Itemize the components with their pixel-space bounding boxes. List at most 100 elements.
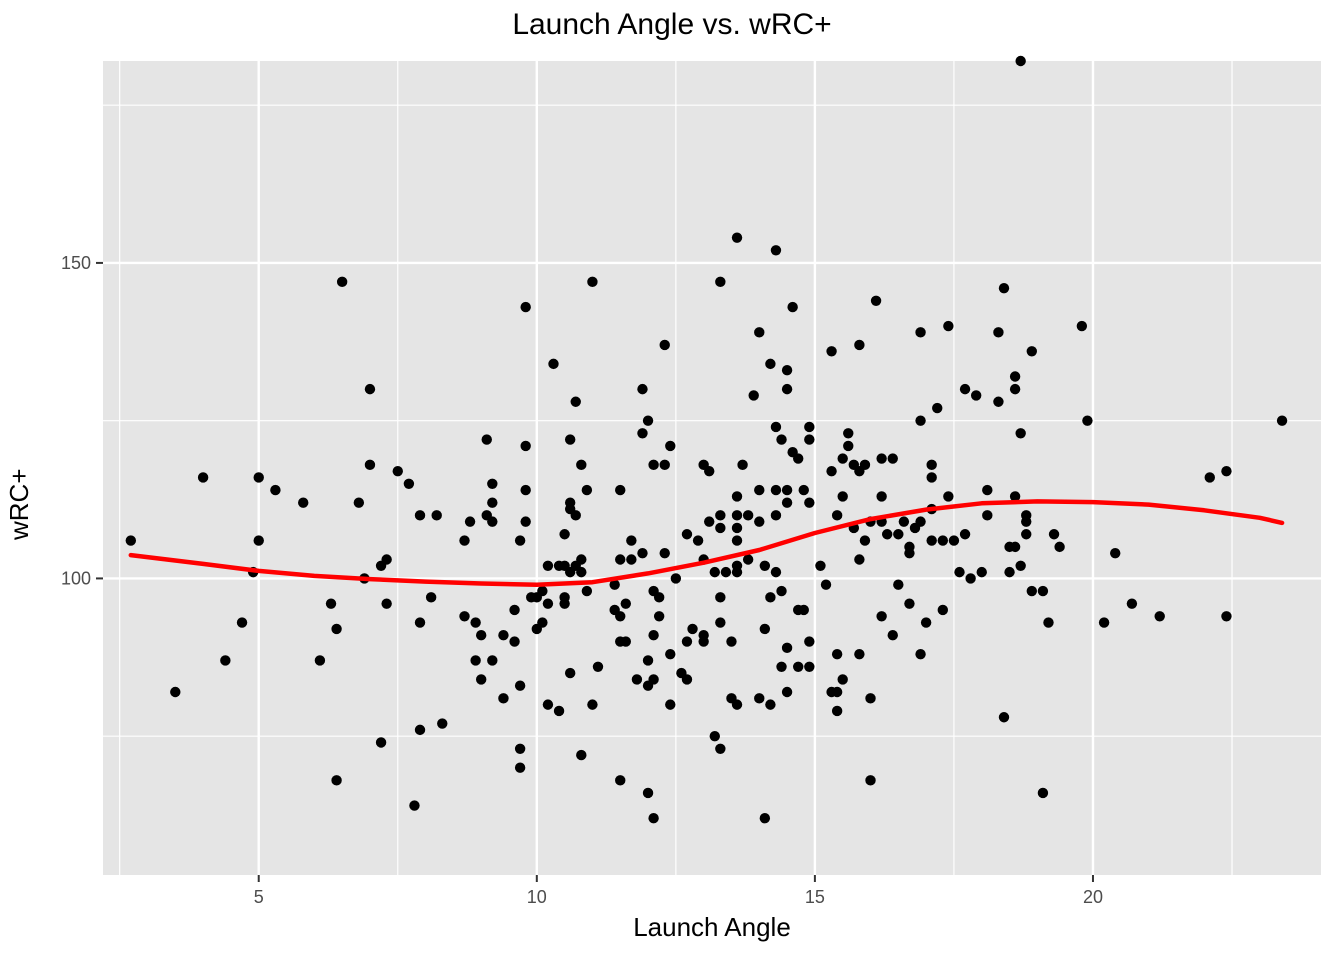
- data-point: [831, 705, 843, 717]
- data-point: [904, 547, 915, 559]
- data-point: [1221, 611, 1232, 622]
- data-point: [487, 516, 498, 527]
- data-point: [837, 491, 848, 502]
- data-point: [1015, 55, 1026, 67]
- data-point: [509, 636, 520, 647]
- data-point: [542, 598, 554, 609]
- data-point: [581, 585, 593, 597]
- data-point: [637, 547, 648, 559]
- x-tick-label: 5: [254, 887, 264, 907]
- data-point: [620, 636, 631, 647]
- data-point: [409, 800, 420, 811]
- data-point: [993, 327, 1004, 338]
- data-point: [1098, 617, 1110, 628]
- data-point: [1004, 566, 1015, 578]
- data-point: [709, 566, 720, 578]
- data-point: [481, 434, 492, 445]
- data-point: [865, 775, 876, 786]
- data-point: [804, 434, 815, 445]
- data-point: [520, 516, 531, 527]
- data-point: [626, 535, 637, 546]
- data-point: [437, 718, 448, 729]
- data-point: [754, 484, 765, 496]
- data-point: [648, 674, 659, 685]
- data-point: [553, 705, 565, 717]
- data-point: [615, 554, 626, 565]
- data-point: [648, 813, 659, 824]
- data-point: [831, 686, 843, 698]
- major-gridlines: [103, 61, 1321, 875]
- data-point: [564, 434, 576, 445]
- data-point: [770, 421, 782, 433]
- data-point: [804, 661, 815, 672]
- data-point: [570, 396, 581, 407]
- data-point: [937, 535, 949, 546]
- data-point: [648, 630, 659, 641]
- data-point: [298, 497, 309, 508]
- data-point: [498, 693, 509, 704]
- data-point: [1037, 585, 1049, 597]
- data-point: [637, 383, 648, 395]
- data-point: [670, 573, 682, 584]
- data-point: [759, 560, 771, 572]
- data-point: [659, 339, 670, 351]
- data-point: [982, 510, 993, 521]
- data-point: [487, 655, 498, 666]
- data-point: [865, 693, 876, 704]
- data-point: [1026, 585, 1037, 597]
- data-point: [220, 655, 231, 666]
- data-point: [815, 560, 826, 572]
- data-point: [781, 383, 793, 395]
- data-point: [876, 491, 887, 502]
- data-point: [626, 554, 637, 565]
- data-point: [681, 636, 693, 647]
- data-point: [965, 573, 976, 584]
- data-point: [754, 693, 765, 704]
- data-point: [837, 453, 848, 464]
- data-point: [831, 510, 843, 521]
- data-point: [731, 535, 743, 546]
- data-point: [414, 510, 426, 521]
- data-point: [692, 535, 704, 546]
- data-point: [576, 459, 587, 471]
- data-point: [665, 648, 676, 660]
- data-point: [781, 364, 793, 376]
- data-point: [770, 566, 782, 578]
- axis-ticks: [96, 261, 1094, 882]
- data-point: [948, 535, 960, 546]
- data-point: [559, 529, 570, 540]
- data-point: [804, 497, 815, 508]
- data-point: [943, 491, 954, 502]
- data-point: [1037, 787, 1049, 799]
- data-point: [843, 440, 854, 452]
- data-point: [659, 547, 670, 559]
- data-point: [548, 358, 559, 370]
- data-point: [937, 604, 949, 616]
- data-point: [781, 484, 793, 496]
- data-point: [854, 648, 865, 660]
- data-point: [998, 282, 1010, 294]
- data-point: [748, 390, 759, 401]
- y-tick-label: 150: [61, 253, 91, 273]
- tick-labels: 5 10 15 20 100 150: [61, 253, 1103, 907]
- data-point: [887, 630, 898, 641]
- data-point: [353, 497, 365, 508]
- data-point: [926, 535, 937, 546]
- data-point: [1154, 611, 1165, 622]
- data-point: [1204, 472, 1215, 483]
- data-point: [236, 617, 248, 628]
- data-point: [932, 402, 943, 414]
- data-point: [1048, 529, 1060, 540]
- data-point: [770, 484, 782, 496]
- data-point: [754, 516, 765, 527]
- data-point: [1009, 491, 1021, 502]
- data-point: [781, 497, 793, 508]
- data-point: [197, 472, 209, 483]
- data-point: [765, 699, 776, 710]
- data-point: [1026, 346, 1037, 357]
- data-point: [509, 604, 520, 616]
- smooth-trend: [128, 499, 1285, 587]
- data-point: [576, 566, 587, 578]
- data-point: [1015, 560, 1026, 572]
